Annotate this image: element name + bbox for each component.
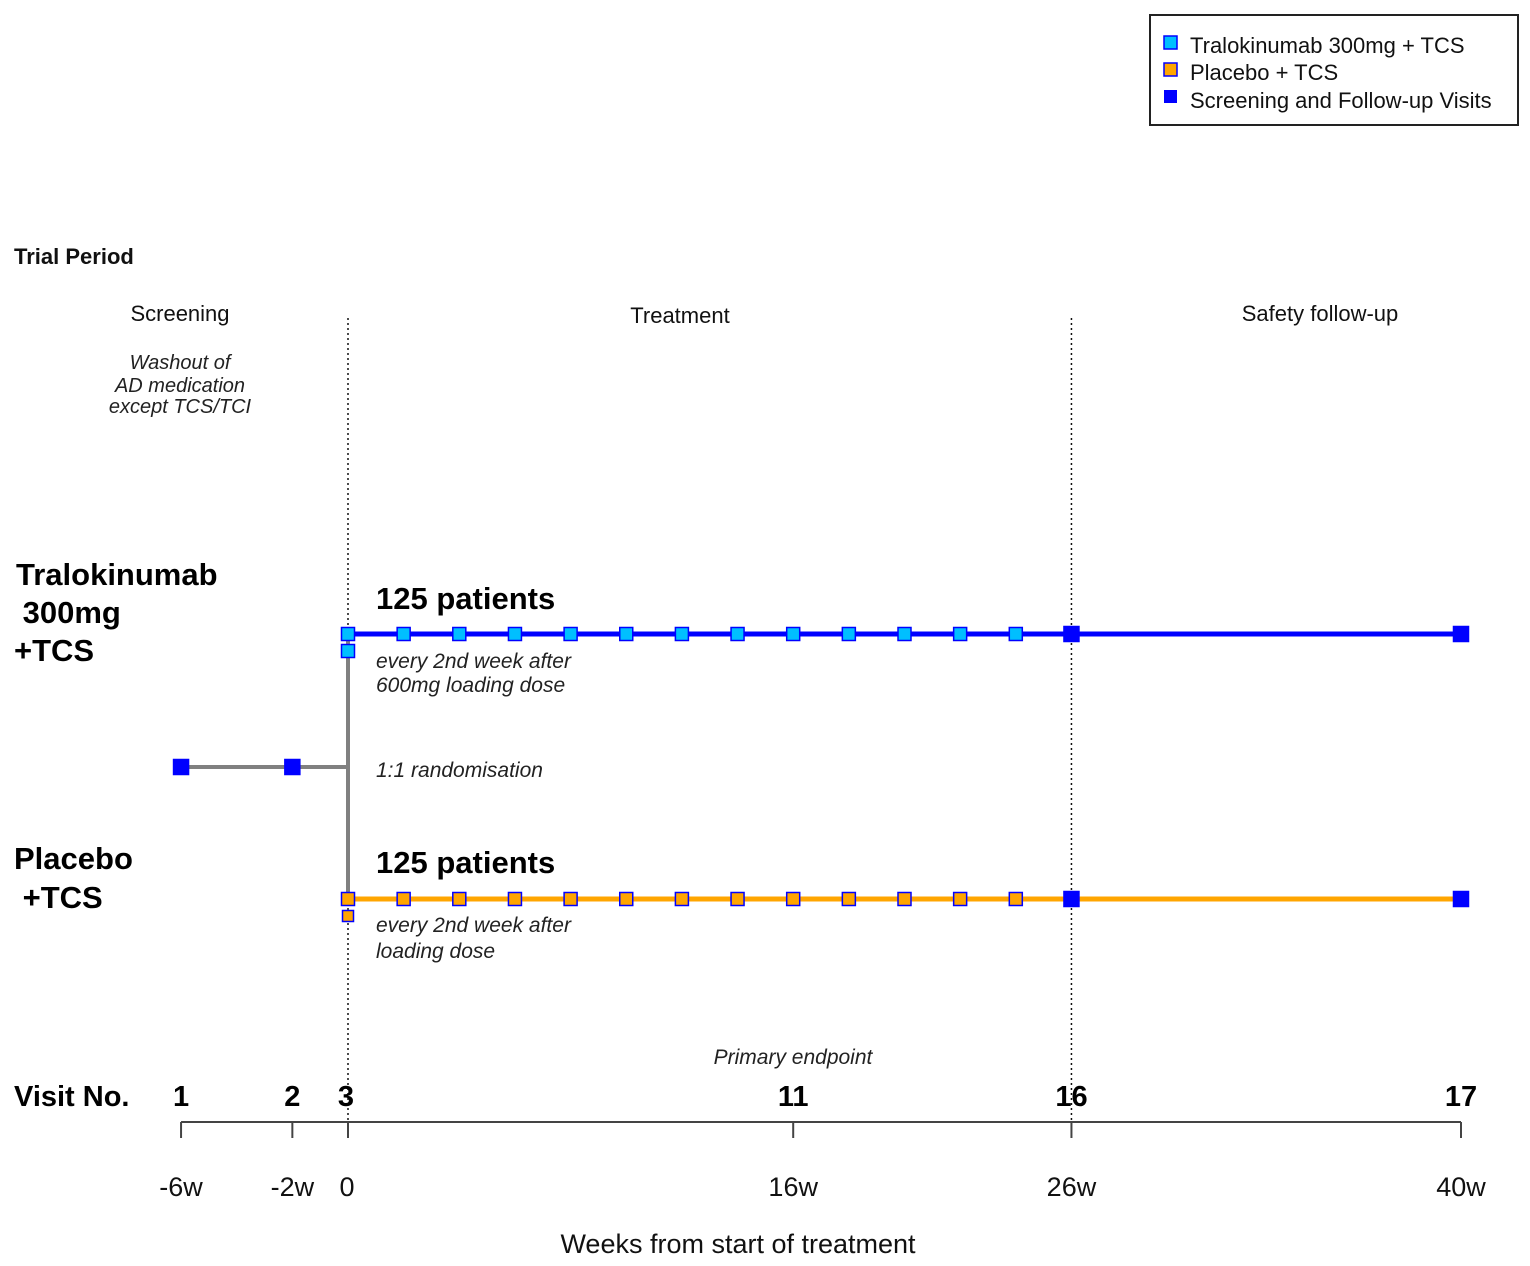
arm-placebo-name: Placebo +TCS bbox=[14, 841, 133, 915]
placebo-dose-marker bbox=[952, 891, 968, 907]
tick-label: 16w bbox=[768, 1172, 818, 1202]
arm-name-line: +TCS bbox=[14, 880, 103, 915]
placebo-patients: 125 patients bbox=[376, 845, 555, 880]
tick-label: 40w bbox=[1436, 1172, 1486, 1202]
followup-visit-marker bbox=[1063, 890, 1080, 908]
placebo-dose-marker bbox=[563, 891, 578, 907]
placebo-dose-marker bbox=[897, 891, 912, 907]
active-dose-marker bbox=[619, 626, 634, 642]
trial-period-label: Trial Period bbox=[14, 244, 134, 269]
active-note: every 2nd week after bbox=[376, 650, 572, 673]
active-dose-marker bbox=[396, 626, 411, 642]
randomisation-label: 1:1 randomisation bbox=[376, 759, 543, 782]
placebo-dose-marker bbox=[841, 891, 857, 907]
screening-visit-marker bbox=[172, 758, 190, 776]
arm-name-line: +TCS bbox=[14, 633, 94, 668]
active-dose-marker bbox=[841, 626, 857, 642]
active-dose-marker bbox=[507, 626, 523, 642]
washout-note: Washout of AD medication except TCS/TCI bbox=[109, 352, 252, 418]
visit-label: Visit No. bbox=[14, 1081, 130, 1113]
followup-visit-marker bbox=[1452, 625, 1470, 643]
visit-number: 17 bbox=[1445, 1081, 1477, 1113]
active-dose-marker bbox=[452, 626, 467, 642]
tick-label: -6w bbox=[159, 1172, 203, 1202]
placebo-dose-marker bbox=[619, 891, 634, 907]
placebo-dose-marker bbox=[730, 891, 745, 907]
visit-number: 11 bbox=[778, 1081, 809, 1113]
tick-label: 0 bbox=[339, 1172, 354, 1202]
primary-endpoint-label: Primary endpoint bbox=[714, 1046, 874, 1069]
legend-swatch-active bbox=[1163, 35, 1178, 50]
timeline-marks bbox=[172, 625, 1470, 923]
followup-visit-marker bbox=[1063, 625, 1080, 643]
legend-swatch-visits bbox=[1164, 90, 1177, 103]
screening-visit-marker bbox=[284, 758, 301, 776]
tick-label: 26w bbox=[1047, 1172, 1097, 1202]
period-safety: Safety follow-up bbox=[1242, 301, 1399, 326]
active-dose-marker bbox=[952, 626, 968, 642]
active-dose-marker bbox=[340, 626, 356, 642]
active-dose-marker bbox=[785, 626, 801, 642]
period-treatment: Treatment bbox=[630, 303, 729, 328]
washout-line: Washout of bbox=[130, 352, 233, 374]
washout-line: AD medication bbox=[114, 375, 245, 397]
arm-active-name: Tralokinumab 300mg +TCS bbox=[14, 557, 218, 668]
active-dose-marker bbox=[730, 626, 745, 642]
active-dose-marker bbox=[897, 626, 912, 642]
placebo-dose-marker bbox=[452, 891, 467, 907]
legend: Tralokinumab 300mg + TCS Placebo + TCS S… bbox=[1149, 14, 1519, 126]
arm-name-line: Tralokinumab bbox=[16, 557, 218, 592]
period-screening: Screening bbox=[130, 301, 229, 326]
placebo-dose-marker bbox=[785, 891, 801, 907]
active-dose-marker bbox=[674, 626, 690, 642]
visit-number: 16 bbox=[1055, 1081, 1087, 1113]
placebo-dose-marker bbox=[340, 891, 356, 907]
placebo-dose-marker bbox=[507, 891, 523, 907]
placebo-loading-dose-marker bbox=[341, 909, 355, 923]
arm-name-line: 300mg bbox=[14, 595, 121, 630]
active-note: 600mg loading dose bbox=[376, 674, 565, 697]
placebo-note: loading dose bbox=[376, 940, 495, 963]
active-patients: 125 patients bbox=[376, 581, 555, 616]
legend-label: Tralokinumab 300mg + TCS bbox=[1190, 33, 1465, 58]
tick-label: -2w bbox=[271, 1172, 315, 1202]
period-boundaries bbox=[347, 318, 1073, 1120]
washout-line: except TCS/TCI bbox=[109, 396, 252, 418]
legend-label: Placebo + TCS bbox=[1190, 60, 1338, 85]
active-loading-dose-marker bbox=[340, 643, 356, 659]
placebo-dose-marker bbox=[396, 891, 411, 907]
x-axis: 1 -6w 2 -2w 3 0 11 16w 16 26w 17 40w bbox=[159, 1081, 1486, 1202]
followup-visit-marker bbox=[1452, 890, 1470, 908]
axis-title: Weeks from start of treatment bbox=[560, 1229, 916, 1259]
placebo-dose-marker bbox=[674, 891, 690, 907]
placebo-dose-marker bbox=[1008, 891, 1024, 907]
visit-number: 3 bbox=[338, 1081, 354, 1113]
legend-label: Screening and Follow-up Visits bbox=[1190, 88, 1492, 113]
active-dose-marker bbox=[1008, 626, 1024, 642]
placebo-note: every 2nd week after bbox=[376, 914, 572, 937]
visit-number: 1 bbox=[173, 1081, 189, 1113]
active-dose-marker bbox=[563, 626, 578, 642]
visit-number: 2 bbox=[284, 1081, 300, 1113]
legend-swatch-placebo bbox=[1163, 62, 1178, 77]
arm-name-line: Placebo bbox=[14, 841, 133, 876]
